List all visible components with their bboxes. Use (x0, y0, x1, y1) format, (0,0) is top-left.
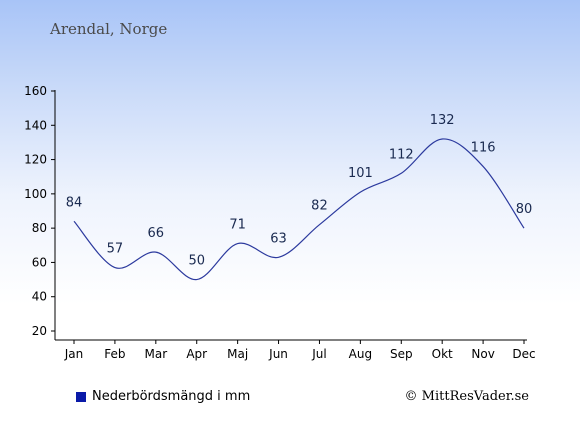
data-label: 112 (389, 147, 414, 162)
data-label: 101 (348, 166, 373, 181)
y-tick-label: 120 (24, 153, 47, 167)
x-tick-label: Dec (512, 347, 535, 361)
data-label: 116 (471, 140, 496, 155)
series-line (73, 138, 525, 281)
data-label: 66 (148, 226, 165, 241)
x-tick-label: Apr (186, 347, 207, 361)
x-tick-label: Jun (268, 347, 288, 361)
x-tick-label: Jul (311, 347, 326, 361)
x-tick-label: Sep (390, 347, 413, 361)
x-tick-label: Okt (432, 347, 453, 361)
y-tick-label: 140 (24, 118, 47, 132)
legend: Nederbördsmängd i mm (76, 389, 250, 404)
y-tick-label: 20 (32, 324, 47, 338)
data-label: 63 (270, 231, 287, 246)
copyright-credit: © MittResVader.se (404, 389, 529, 404)
legend-swatch (76, 391, 86, 402)
data-label: 80 (516, 202, 533, 217)
y-tick-label: 40 (32, 290, 47, 304)
x-tick-label: Maj (227, 347, 248, 361)
x-tick-label: Aug (349, 347, 372, 361)
legend-label: Nederbördsmängd i mm (92, 389, 251, 404)
x-tick-label: Feb (104, 347, 125, 361)
data-label: 82 (311, 199, 328, 214)
data-label: 57 (107, 242, 124, 257)
x-tick-label: Nov (471, 347, 494, 361)
y-tick-label: 60 (32, 255, 47, 269)
data-label: 132 (430, 113, 455, 128)
y-tick-label: 80 (32, 221, 47, 235)
y-tick-label: 160 (24, 84, 47, 98)
y-tick-label: 100 (24, 187, 47, 201)
data-label: 50 (188, 254, 205, 269)
data-label: 84 (66, 195, 83, 210)
x-tick-label: Jan (64, 347, 84, 361)
chart-location-title: Arendal, Norge (50, 20, 168, 38)
x-tick-label: Mar (144, 347, 167, 361)
data-label: 71 (229, 218, 246, 233)
